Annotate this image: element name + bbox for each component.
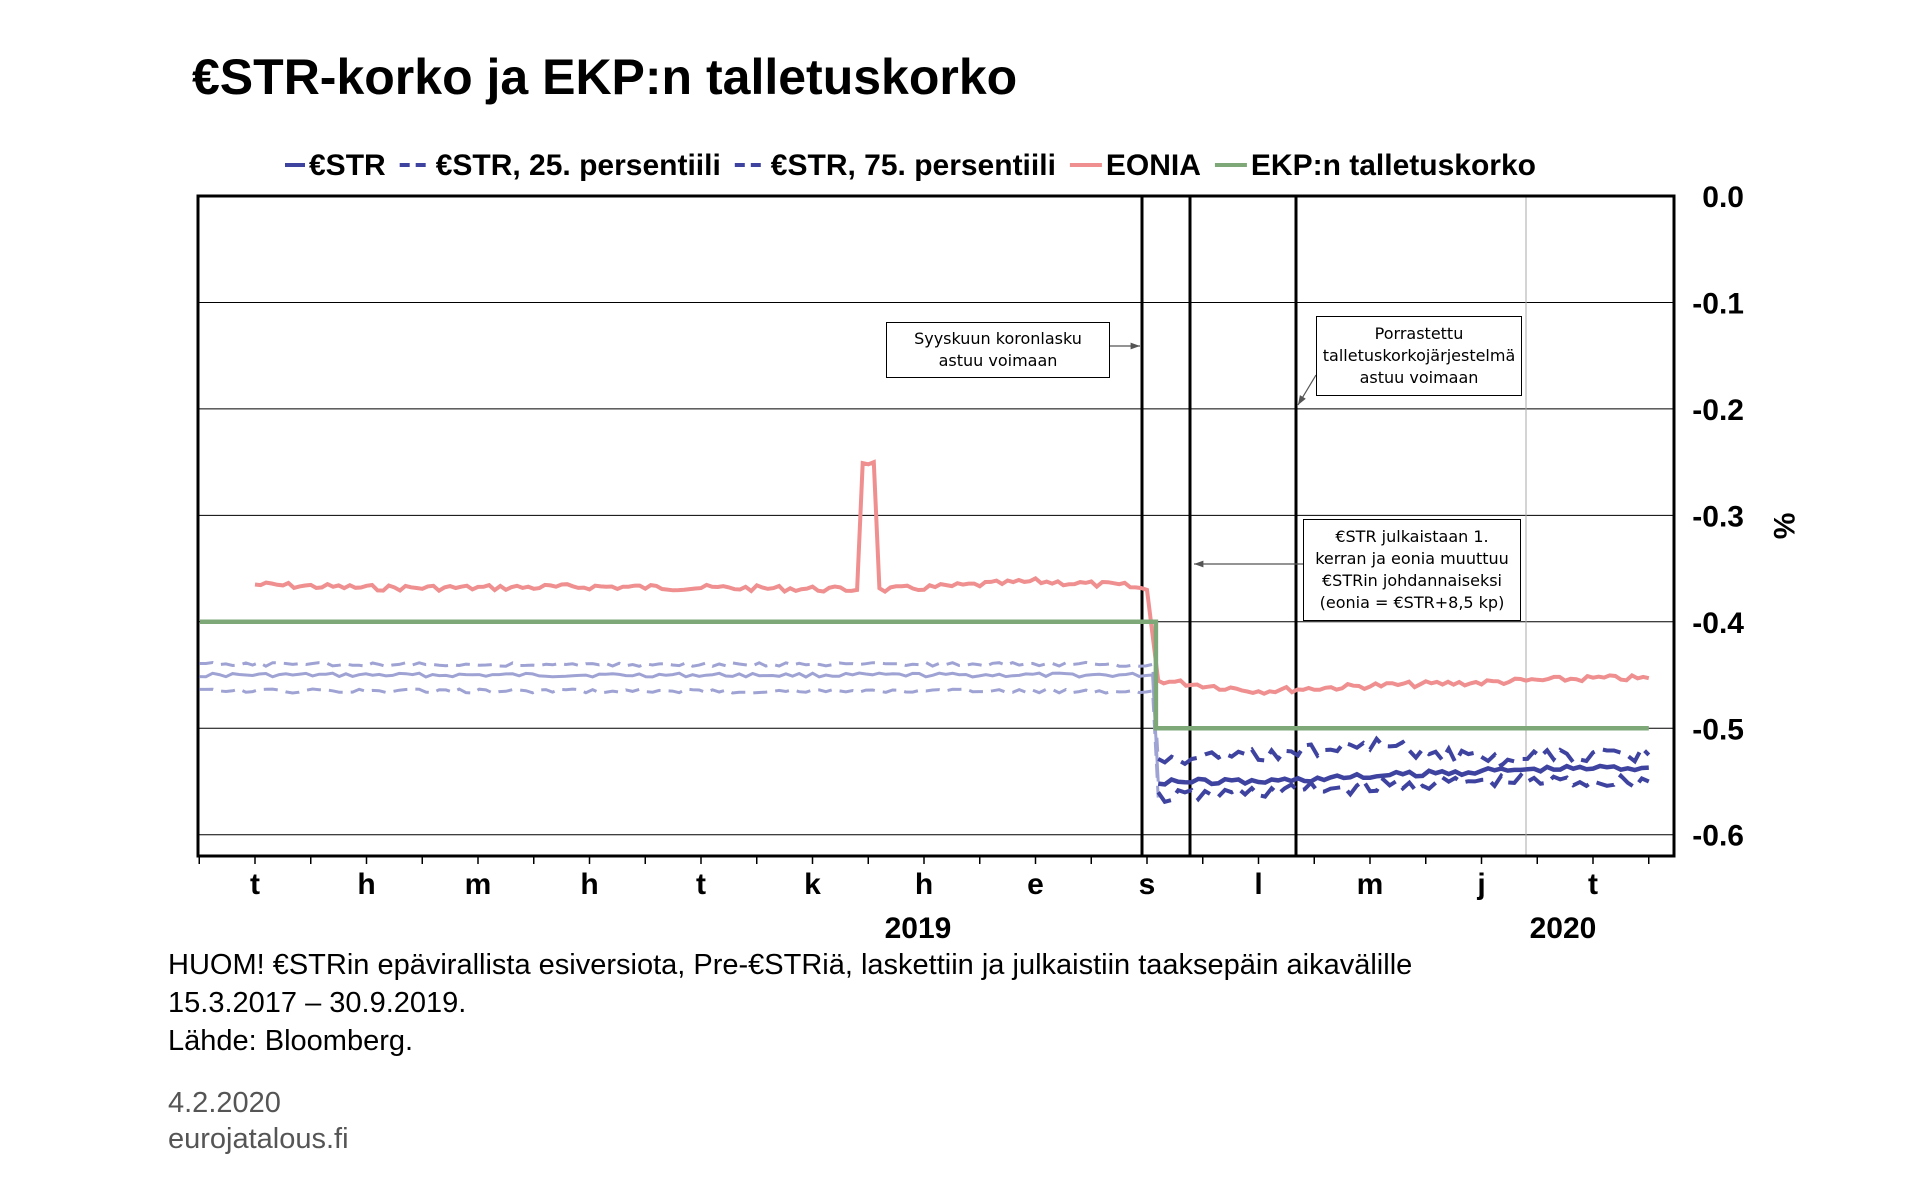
- footer: 4.2.2020 eurojatalous.fi: [168, 1085, 349, 1157]
- series-pre-estr: [199, 660, 1160, 761]
- y-tick-label: -0.4: [1692, 607, 1744, 640]
- x-tick-label: h: [915, 868, 933, 901]
- y-tick-label: -0.6: [1692, 820, 1744, 853]
- annotation-rate-cut: Syyskuun koronlasku astuu voimaan: [886, 322, 1110, 378]
- x-tick-label: h: [580, 868, 598, 901]
- footnotes: HUOM! €STRin epävirallista esiversiota, …: [168, 946, 1412, 1060]
- series-estr: [1157, 735, 1651, 769]
- series-estr: [1157, 763, 1649, 787]
- annotation-estr-first-publication: €STR julkaistaan 1. kerran ja eonia muut…: [1303, 519, 1521, 621]
- note-line-1: HUOM! €STRin epävirallista esiversiota, …: [168, 949, 1413, 981]
- x-tick-label: k: [804, 868, 821, 901]
- note-line-2: 15.3.2017 – 30.9.2019.: [168, 987, 467, 1019]
- year-label: 2020: [1530, 912, 1597, 945]
- series-pre-estr: [199, 687, 1160, 798]
- y-tick-label: -0.2: [1692, 394, 1744, 427]
- footer-date: 4.2.2020: [168, 1087, 281, 1119]
- series-deposit-rate: [200, 619, 1649, 731]
- plot-frame: [196, 194, 1676, 858]
- x-tick-label: m: [465, 868, 492, 901]
- x-tick-label: j: [1476, 868, 1485, 901]
- legend-label: €STR: [309, 149, 386, 182]
- legend-label: EKP:n talletuskorko: [1251, 149, 1536, 182]
- legend-label: EONIA: [1106, 149, 1201, 182]
- footer-site: eurojatalous.fi: [168, 1123, 349, 1155]
- x-tick-label: t: [1588, 868, 1598, 901]
- y-tick-label: 0.0: [1702, 181, 1744, 214]
- annotation-tiering: Porrastettu talletuskorkojärjestelmä ast…: [1316, 316, 1522, 396]
- x-tick-label: s: [1139, 868, 1156, 901]
- y-tick-label: -0.3: [1692, 500, 1744, 533]
- y-axis-label: %: [1767, 513, 1800, 540]
- x-tick-label: t: [250, 868, 260, 901]
- series-pre-estr: [199, 671, 1160, 782]
- legend-label: €STR, 75. persentiili: [771, 149, 1056, 182]
- x-tick-label: e: [1027, 868, 1044, 901]
- annotation-arrow-head: [1130, 342, 1140, 350]
- annotation-arrow-head: [1194, 560, 1204, 568]
- x-tick-label: h: [357, 868, 375, 901]
- x-tick-label: m: [1357, 868, 1384, 901]
- y-tick-label: -0.1: [1692, 287, 1744, 320]
- series-eonia: [254, 459, 1650, 696]
- y-tick-label: -0.5: [1692, 713, 1744, 746]
- x-tick-label: l: [1254, 868, 1262, 901]
- annotation-arrow-head: [1298, 395, 1306, 405]
- series-estr: [1156, 772, 1650, 805]
- chart-title: €STR-korko ja EKP:n talletuskorko: [192, 49, 1018, 105]
- legend-label: €STR, 25. persentiili: [436, 149, 721, 182]
- source-note: Lähde: Bloomberg.: [168, 1025, 414, 1057]
- year-label: 2019: [885, 912, 952, 945]
- x-tick-label: t: [696, 868, 706, 901]
